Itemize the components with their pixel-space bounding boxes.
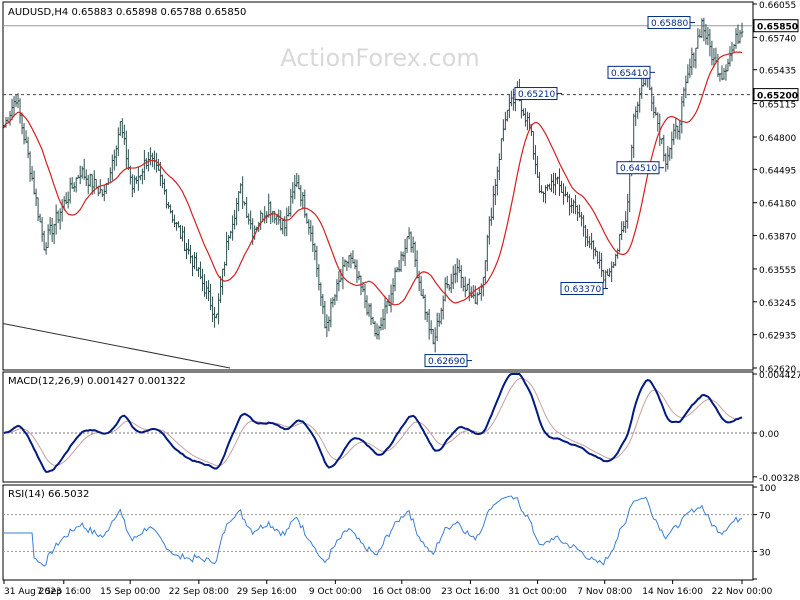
callout-label: 0.65410 [611,69,648,79]
level-label: 0.65850 [757,23,798,33]
callout-label: 0.65880 [651,19,688,29]
rsi-tick-label: 70 [759,512,771,522]
moving-average-line [3,51,743,306]
price-tick-label: 0.63870 [759,233,796,243]
time-tick-label: 14 Nov 16:00 [642,587,703,597]
price-tick-label: 0.65115 [759,101,796,111]
trendline-segment [2,323,231,369]
macd-tick-label: -0.003288 [759,474,800,484]
macd-plot: 0.004427 0.00 -0.003288 [3,371,800,484]
callout: 0.65410 [607,65,655,79]
time-tick-label: 31 Oct 00:00 [508,587,567,597]
price-tick-label: 0.63245 [759,299,796,309]
callout-label: 0.63370 [564,285,601,295]
callout: 0.65880 [647,16,695,30]
price-tick-label: 0.64180 [759,200,796,210]
level-axis-box: 0.65200 [753,88,799,102]
horizontal-levels: 0.65850 0.65200 [3,19,799,102]
time-tick-label: 31 Aug 2023 [4,587,62,597]
price-axis: 0.66055 0.65740 0.65435 0.65115 0.64800 0.644… [753,1,796,375]
time-tick-label: 9 Oct 00:00 [309,587,362,597]
macd-panel [2,371,754,483]
price-tick-label: 0.64800 [759,134,796,144]
macd-tick-label: 0.00 [759,430,779,440]
level-label: 0.65200 [757,92,798,102]
price-tick-label: 0.62935 [759,332,796,342]
time-tick-label: 22 Nov 00:00 [712,587,773,597]
callout: 0.64510 [616,161,664,175]
price-tick-label: 0.65740 [759,34,796,44]
price-bars [2,17,744,353]
time-tick-label: 7 Sep 16:00 [37,587,92,597]
time-tick-label: 23 Oct 16:00 [441,587,500,597]
macd-tick-label: 0.004427 [759,371,800,381]
price-callouts: 0.65880 0.65410 0.65210 0.64510 0.63370 0.626… [424,16,695,368]
level-box [753,19,799,33]
callout: 0.63370 [560,282,608,296]
time-tick-label: 22 Sep 08:00 [169,587,229,597]
macd-line [3,373,743,473]
callout: 0.62690 [424,354,472,368]
callout-label: 0.62690 [428,357,465,367]
time-tick-label: 29 Sep 16:00 [237,587,297,597]
trendline [2,323,231,369]
rsi-plot: 100 70 30 [3,484,776,580]
rsi-tick-label: 100 [759,484,776,494]
time-tick-label: 7 Nov 08:00 [577,587,632,597]
price-tick-label: 0.66055 [759,1,796,11]
callout-label: 0.64510 [620,164,657,174]
macd-signal-line [3,377,743,467]
callout: 0.65210 [514,87,562,101]
price-tick-label: 0.63555 [759,266,796,276]
time-tick-label: 15 Sep 00:00 [100,587,160,597]
price-panel [2,1,754,371]
macd-title: MACD(12,26,9) 0.001427 0.001322 [8,376,186,387]
rsi-title: RSI(14) 66.5032 [8,489,89,500]
callout-label: 0.65210 [518,90,555,100]
watermark: ActionForex.com [280,44,480,72]
level-box [753,88,799,102]
moving-average [3,51,743,306]
price-tick-label: 0.62620 [759,365,796,375]
price-tick-label: 0.64495 [759,166,796,176]
time-tick-label: 16 Oct 08:00 [372,587,431,597]
rsi-tick-label: 30 [759,548,771,558]
level-axis-box: 0.65850 [753,19,799,33]
price-tick-label: 0.65435 [759,67,796,77]
symbol-title: AUDUSD,H4 0.65883 0.65898 0.65788 0.6585… [8,7,246,18]
rsi-line [4,495,743,567]
price-bar [740,22,744,38]
